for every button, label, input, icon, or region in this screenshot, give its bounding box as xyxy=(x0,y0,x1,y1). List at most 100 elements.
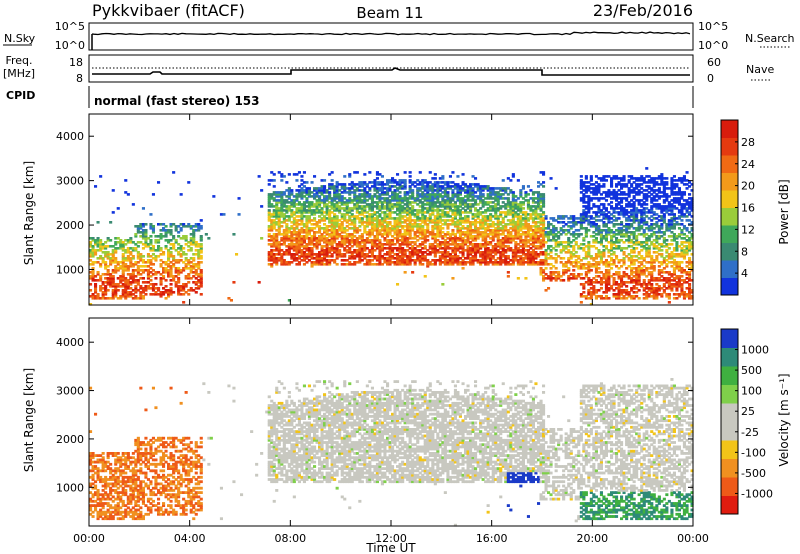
power-cell-826 xyxy=(200,219,203,222)
power-cell-1058 xyxy=(285,223,288,226)
power-cell-4164 xyxy=(545,215,548,218)
power-cell-4709 xyxy=(602,183,605,186)
power-cell-1598 xyxy=(331,179,334,182)
power-cell-114 xyxy=(104,261,107,264)
noise-right-tick-bottom: 10^0 xyxy=(698,39,728,52)
power-cell-2668 xyxy=(421,263,424,266)
power-cell-3257 xyxy=(467,215,470,218)
power-cell-3706 xyxy=(507,275,510,278)
power-cell-3081 xyxy=(451,171,454,174)
power-cell-737 xyxy=(190,247,193,250)
power-cell-4597 xyxy=(595,237,598,240)
power-cell-4359 xyxy=(575,251,578,254)
power-cell-815 xyxy=(200,255,203,258)
power-cell-1887 xyxy=(356,171,359,174)
power-cell-3905 xyxy=(522,185,525,188)
power-cell-2347 xyxy=(396,283,399,286)
power-cell-827 xyxy=(205,233,208,236)
power-cell-1247 xyxy=(300,175,303,178)
freq-left-tick-top: 18 xyxy=(69,56,83,69)
power-cell-2486 xyxy=(404,171,407,174)
noise-panel: N.Sky 10^5 10^0 10^5 10^0 N.Search xyxy=(3,20,795,52)
power-cell-272 xyxy=(124,179,127,182)
power-cell-1651 xyxy=(336,215,339,218)
freq-label-line1: Freq. xyxy=(5,54,32,67)
freq-panel: Freq. [MHz] 18 8 60 0 Nave xyxy=(3,54,775,85)
noise-right-tick-top: 10^5 xyxy=(698,20,728,33)
power-cell-607 xyxy=(170,229,173,232)
power-cell-4633 xyxy=(597,225,600,228)
power-cell-4387 xyxy=(580,273,583,276)
nave-tick-top: 60 xyxy=(707,56,721,69)
power-cell-43 xyxy=(94,283,97,286)
power-cell-552 xyxy=(165,279,168,282)
power-cell-3758 xyxy=(509,179,512,182)
power-cell-4413 xyxy=(582,291,585,294)
power-cell-129 xyxy=(107,269,110,272)
power-cell-4309 xyxy=(567,237,570,240)
power-cell-3063 xyxy=(451,229,454,232)
power-cell-648 xyxy=(177,277,180,280)
power-cell-4234 xyxy=(555,227,558,230)
power-cell-513 xyxy=(157,181,160,184)
power-cell-4200 xyxy=(550,177,553,180)
cpid-text: normal (fast stereo) 153 xyxy=(94,94,260,108)
power-cell-2955 xyxy=(441,175,444,178)
power-cell-835 xyxy=(232,233,235,236)
power-cell-431 xyxy=(144,223,147,226)
power-cell-153 xyxy=(109,221,112,224)
power-cell-4808 xyxy=(610,201,613,204)
power-cell-476 xyxy=(152,263,155,266)
power-cell-753 xyxy=(192,257,195,260)
power-cell-4941 xyxy=(620,221,623,224)
power-cell-527 xyxy=(160,247,163,250)
power-cell-4528 xyxy=(590,269,593,272)
power-cell-4334 xyxy=(572,269,575,272)
power-cell-4374 xyxy=(577,255,580,258)
power-cell-4501 xyxy=(587,229,590,232)
power-cell-414 xyxy=(144,293,147,296)
power-cell-1978 xyxy=(363,173,366,176)
power-cell-2554 xyxy=(409,171,412,174)
power-cell-1336 xyxy=(308,187,311,190)
power-cell-828 xyxy=(207,237,210,240)
power-cell-2858 xyxy=(434,177,437,180)
noise-left-tick-top: 10^5 xyxy=(55,20,85,33)
power-cell-637 xyxy=(175,239,178,242)
cpid-label: CPID xyxy=(6,89,35,102)
power-cell-812 xyxy=(200,269,203,272)
power-cell-3048 xyxy=(451,277,454,280)
power-cell-4299 xyxy=(567,267,570,270)
power-cell-209 xyxy=(117,207,120,210)
power-cell-870 xyxy=(268,183,271,186)
power-cell-68 xyxy=(97,221,100,224)
power-cell-1505 xyxy=(323,185,326,188)
power-cell-403 xyxy=(142,255,145,258)
power-cell-4394 xyxy=(580,233,583,236)
power-cell-3707 xyxy=(507,271,510,274)
power-cell-397 xyxy=(142,277,145,280)
freq-left-tick-bottom: 8 xyxy=(76,72,83,85)
power-cell-4752 xyxy=(607,297,610,300)
power-cell-4142 xyxy=(542,185,545,188)
power-cell-3960 xyxy=(527,185,530,188)
power-cell-451 xyxy=(149,279,152,282)
power-cell-4650 xyxy=(600,287,603,290)
power-cell-829 xyxy=(212,195,215,198)
power-cell-3017 xyxy=(446,191,449,194)
power-cell-1098 xyxy=(288,173,291,176)
power-cell-839 xyxy=(258,281,261,284)
power-cell-464 xyxy=(149,235,152,238)
power-cell-3047 xyxy=(449,175,452,178)
power-cell-543 xyxy=(162,251,165,254)
power-cell-59 xyxy=(97,271,100,274)
power-cell-293 xyxy=(127,193,130,196)
station-title: Pykkvibaer (fitACF) xyxy=(92,1,245,20)
freq-label-line2: [MHz] xyxy=(3,67,35,80)
power-cell-164 xyxy=(112,275,115,278)
power-cell-4141 xyxy=(542,193,545,196)
power-cell-2141 xyxy=(378,239,381,242)
power-cell-4621 xyxy=(597,267,600,270)
power-cell-3731 xyxy=(507,197,510,200)
